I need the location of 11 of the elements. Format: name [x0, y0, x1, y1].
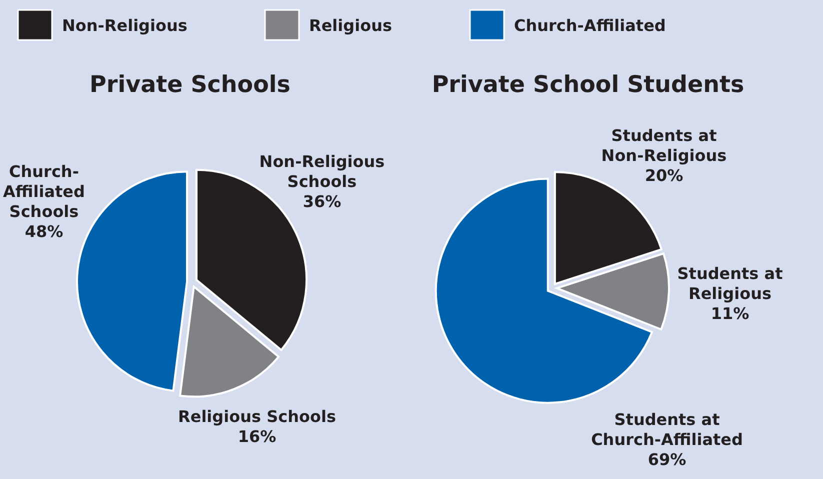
data-label: Religious Schools 16% [178, 407, 336, 446]
data-label: Students at Religious 11% [677, 264, 784, 323]
legend-label: Non-Religious [62, 16, 188, 35]
chart-title: Private School Students [432, 72, 744, 98]
legend-label: Religious [309, 16, 392, 35]
data-label: Students at Church-Affiliated 69% [591, 410, 743, 469]
data-label: Students at Non-Religious 20% [601, 126, 727, 185]
text: Private Schools [90, 72, 290, 98]
data-label: Non-Religious Schools 36% [259, 152, 385, 211]
legend-label: Church-Affiliated [514, 16, 666, 35]
data-label: Church- Affiliated Schools 48% [3, 162, 85, 241]
